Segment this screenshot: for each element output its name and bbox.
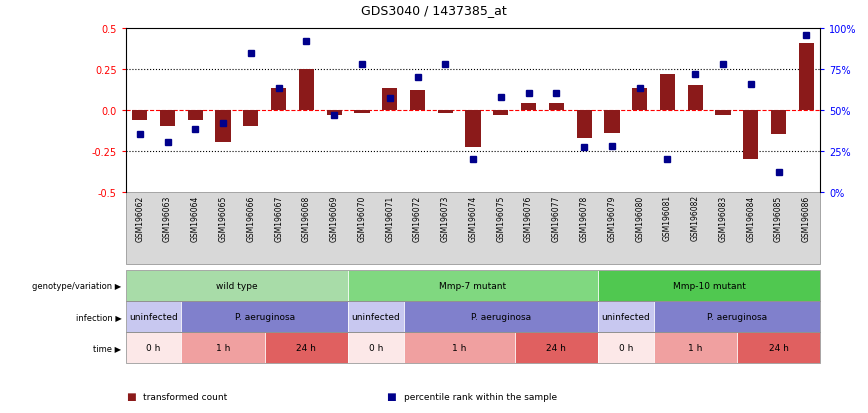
Bar (632, 89, 648, 110)
Bar (132, 110, 148, 120)
Text: Mmp-10 mutant: Mmp-10 mutant (673, 282, 746, 290)
Text: 0 h: 0 h (619, 344, 633, 352)
Text: infection ▶: infection ▶ (76, 313, 122, 321)
Text: uninfected: uninfected (602, 313, 650, 321)
Bar (687, 86, 703, 110)
Bar (604, 110, 620, 133)
Bar (715, 110, 731, 115)
Text: ■: ■ (386, 391, 396, 401)
Text: wild type: wild type (216, 282, 258, 290)
Bar (215, 110, 231, 143)
Bar (743, 110, 759, 159)
Text: Mmp-7 mutant: Mmp-7 mutant (439, 282, 507, 290)
Bar (799, 44, 814, 110)
Text: 24 h: 24 h (297, 344, 316, 352)
Bar (326, 110, 342, 115)
Text: 0 h: 0 h (369, 344, 383, 352)
Text: P. aeruginosa: P. aeruginosa (234, 313, 295, 321)
Text: genotype/variation ▶: genotype/variation ▶ (32, 282, 122, 290)
Bar (771, 110, 786, 135)
Bar (660, 75, 675, 110)
Text: 1 h: 1 h (452, 344, 466, 352)
Text: 24 h: 24 h (769, 344, 788, 352)
Bar (187, 110, 203, 120)
Text: GDS3040 / 1437385_at: GDS3040 / 1437385_at (361, 4, 507, 17)
Bar (493, 110, 509, 115)
Bar (354, 110, 370, 114)
Text: 1 h: 1 h (216, 344, 230, 352)
Text: uninfected: uninfected (352, 313, 400, 321)
Text: time ▶: time ▶ (94, 344, 122, 352)
Bar (465, 110, 481, 148)
Bar (271, 89, 286, 110)
Bar (160, 110, 175, 127)
Text: percentile rank within the sample: percentile rank within the sample (404, 392, 556, 401)
Text: transformed count: transformed count (143, 392, 227, 401)
Bar (243, 110, 259, 127)
Text: ■: ■ (126, 391, 135, 401)
Bar (299, 70, 314, 110)
Text: P. aeruginosa: P. aeruginosa (470, 313, 531, 321)
Text: 1 h: 1 h (688, 344, 702, 352)
Bar (437, 110, 453, 114)
Text: P. aeruginosa: P. aeruginosa (707, 313, 767, 321)
Bar (410, 91, 425, 110)
Bar (382, 89, 398, 110)
Text: uninfected: uninfected (129, 313, 178, 321)
Text: 0 h: 0 h (147, 344, 161, 352)
Bar (521, 104, 536, 110)
Text: 24 h: 24 h (547, 344, 566, 352)
Bar (576, 110, 592, 138)
Bar (549, 104, 564, 110)
